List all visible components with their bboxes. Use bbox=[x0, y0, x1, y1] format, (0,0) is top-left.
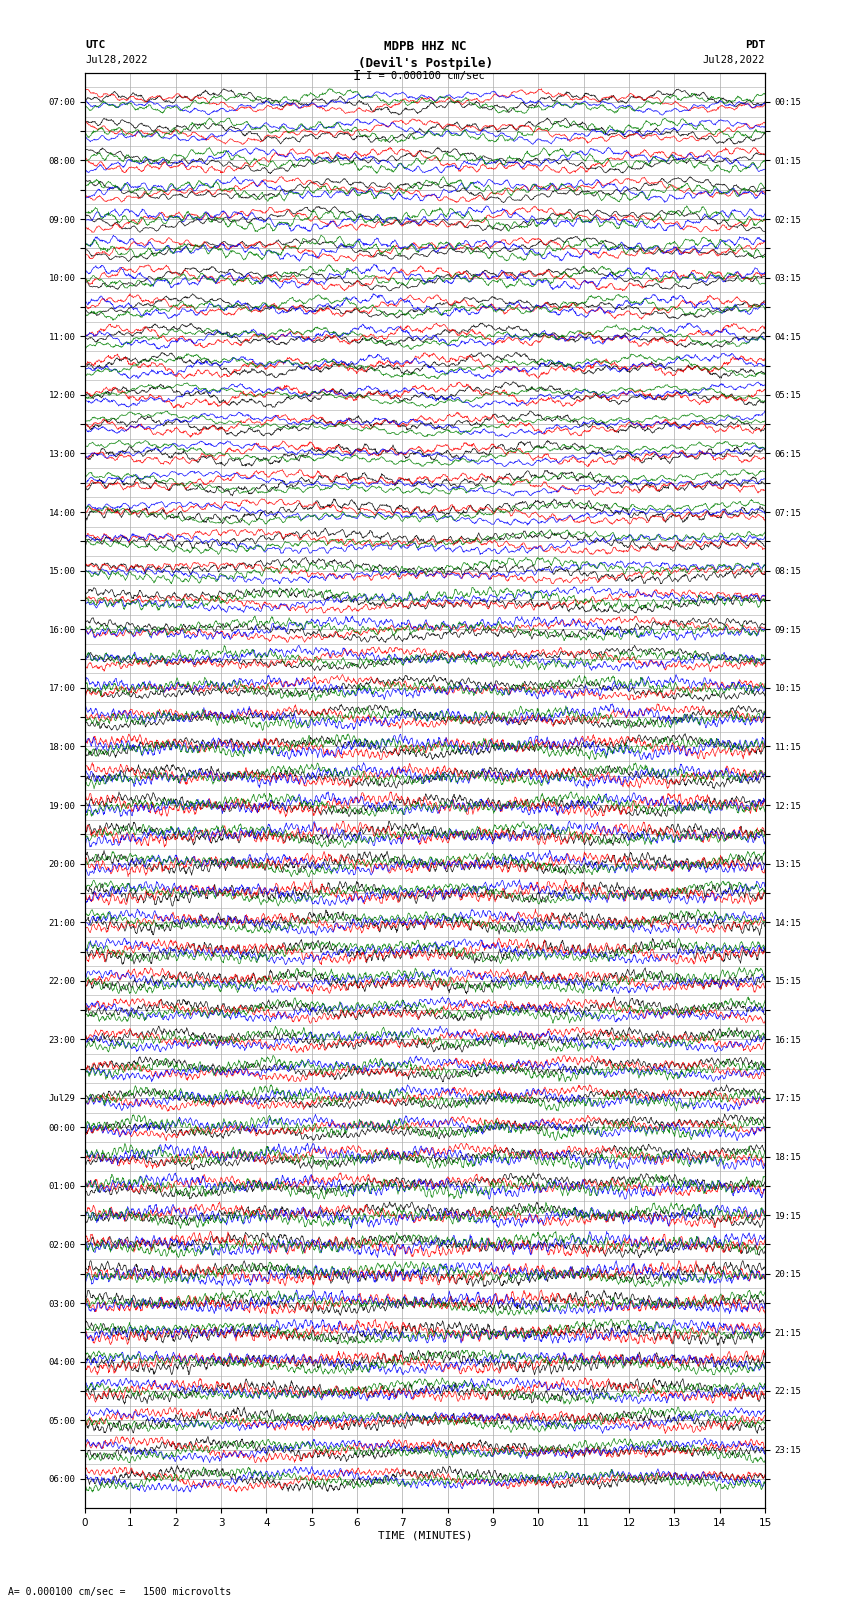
Text: I: I bbox=[353, 69, 361, 84]
Text: MDPB HHZ NC: MDPB HHZ NC bbox=[383, 40, 467, 53]
X-axis label: TIME (MINUTES): TIME (MINUTES) bbox=[377, 1531, 473, 1540]
Text: Jul28,2022: Jul28,2022 bbox=[85, 55, 148, 65]
Text: Jul28,2022: Jul28,2022 bbox=[702, 55, 765, 65]
Text: I = 0.000100 cm/sec: I = 0.000100 cm/sec bbox=[366, 71, 484, 81]
Text: PDT: PDT bbox=[745, 40, 765, 50]
Text: (Devil's Postpile): (Devil's Postpile) bbox=[358, 56, 492, 69]
Text: A= 0.000100 cm/sec =   1500 microvolts: A= 0.000100 cm/sec = 1500 microvolts bbox=[8, 1587, 232, 1597]
Text: UTC: UTC bbox=[85, 40, 105, 50]
